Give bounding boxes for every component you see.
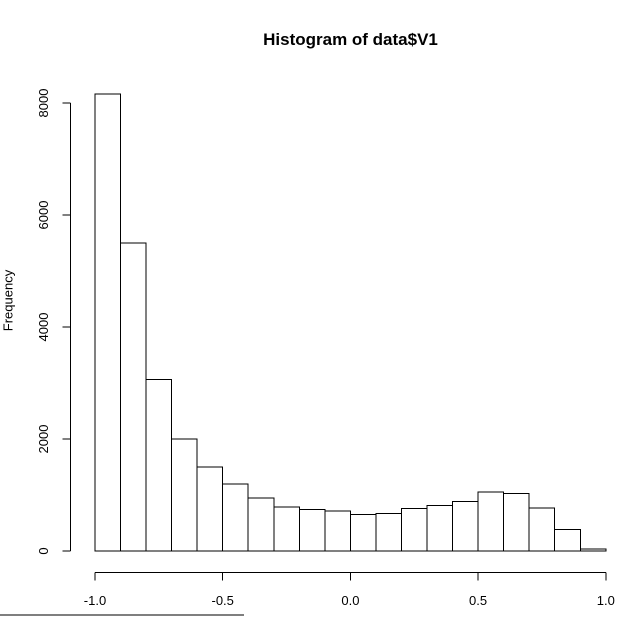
histogram-bar (503, 492, 530, 552)
histogram-bar (477, 491, 505, 552)
x-tick-label: -0.5 (211, 593, 233, 608)
histogram-bar (452, 501, 479, 552)
histogram-bar (349, 513, 377, 552)
histogram-bar (554, 529, 581, 552)
y-tick-label: 4000 (36, 313, 51, 342)
x-tick-label: 0.0 (341, 593, 359, 608)
y-tick-label: 8000 (36, 89, 51, 118)
x-tick-label: 1.0 (597, 593, 615, 608)
y-tick-label: 2000 (36, 425, 51, 454)
histogram-bar (324, 510, 351, 552)
y-tick-label: 6000 (36, 201, 51, 230)
window-edge-artifact (0, 614, 244, 616)
histogram-bar (273, 506, 300, 552)
histogram-bar (196, 466, 224, 552)
histogram-bar (120, 242, 147, 552)
histogram-bar (400, 507, 428, 552)
histogram-bar (222, 483, 249, 552)
histogram-bar (579, 548, 607, 552)
x-tick-label: 0.5 (469, 593, 487, 608)
histogram-bar (145, 379, 173, 552)
histogram-bar (426, 505, 454, 552)
histogram-bar (528, 507, 556, 552)
x-tick-label: -1.0 (84, 593, 106, 608)
histogram-bar (298, 508, 326, 552)
histogram-bar (247, 497, 275, 552)
histogram-bar (94, 93, 122, 552)
y-tick-label: 0 (36, 547, 51, 554)
histogram-bar (375, 512, 402, 552)
chart-title: Histogram of data$V1 (263, 30, 438, 49)
histogram-bar (171, 438, 198, 552)
